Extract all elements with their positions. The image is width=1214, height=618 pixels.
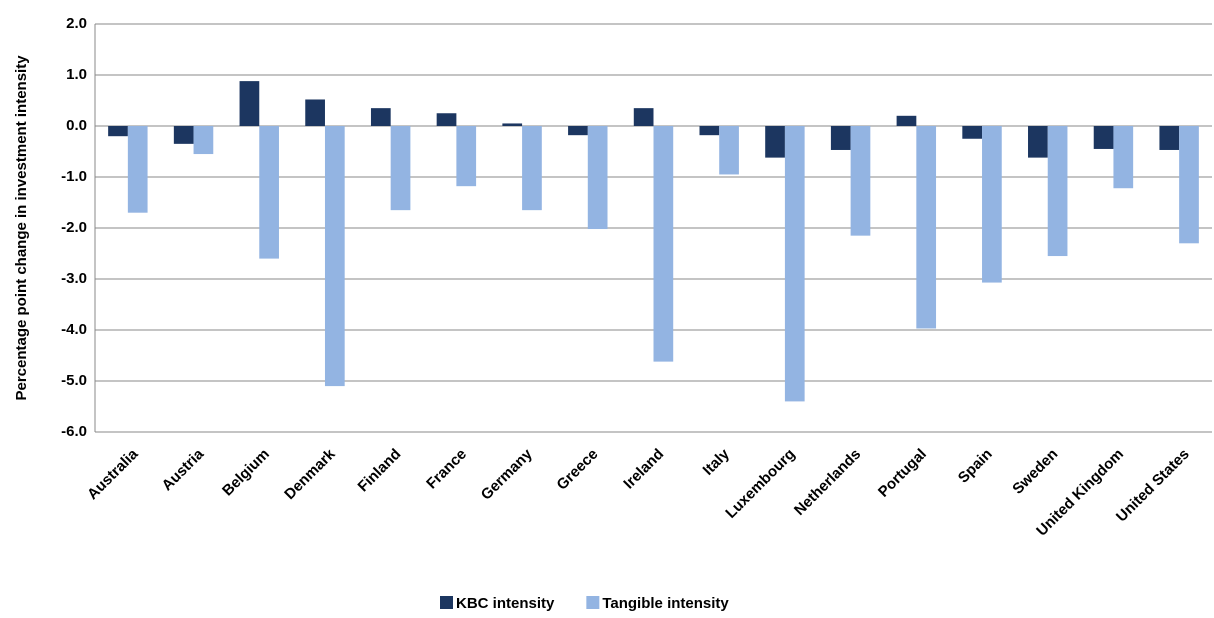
bar — [108, 126, 128, 137]
x-tick-label: France — [423, 446, 470, 493]
bar — [1159, 126, 1180, 150]
bar — [699, 126, 720, 136]
y-tick-label: -3.0 — [61, 270, 87, 287]
x-tick-label: Denmark — [281, 445, 339, 503]
x-tick-label: Sweden — [1009, 446, 1061, 498]
y-axis-title: Percentage point change in investment in… — [13, 55, 30, 401]
bar — [259, 126, 279, 259]
x-tick-label: Belgium — [219, 446, 273, 500]
y-tick-label: -5.0 — [61, 372, 87, 389]
bar — [239, 81, 260, 126]
legend-label: KBC intensity — [456, 595, 555, 612]
bar — [719, 126, 739, 175]
legend-label: Tangible intensity — [602, 595, 729, 612]
bar — [830, 126, 851, 150]
bar — [587, 126, 608, 230]
bar — [522, 126, 542, 211]
bar — [653, 126, 674, 362]
x-tick-label: Netherlands — [791, 446, 864, 519]
y-tick-label: -4.0 — [61, 321, 87, 338]
bar — [370, 108, 391, 126]
legend-swatch — [440, 596, 453, 609]
bar — [633, 108, 654, 126]
x-tick-label: Italy — [700, 445, 734, 479]
bar — [324, 126, 345, 387]
y-tick-label: 0.0 — [66, 117, 87, 134]
bar — [127, 126, 148, 213]
bar — [1179, 126, 1199, 244]
bar — [765, 126, 785, 158]
bar — [390, 126, 411, 211]
bar — [916, 126, 937, 329]
bar — [784, 126, 805, 402]
bar — [1047, 126, 1068, 257]
bar — [962, 126, 983, 139]
y-tick-label: -1.0 — [61, 168, 87, 185]
bar — [896, 115, 917, 126]
x-tick-label: Spain — [955, 446, 996, 487]
bar — [568, 126, 588, 136]
x-tick-label: Greece — [553, 446, 601, 494]
x-tick-label: Luxembourg — [722, 446, 798, 522]
bar — [193, 126, 214, 155]
y-tick-label: 1.0 — [66, 66, 87, 83]
bar — [456, 126, 477, 187]
bar — [173, 126, 194, 144]
x-tick-label: Australia — [84, 445, 142, 503]
bar — [1113, 126, 1134, 189]
bar — [436, 113, 457, 126]
y-tick-label: -6.0 — [61, 423, 87, 440]
bar — [850, 126, 871, 236]
legend-swatch — [586, 596, 600, 609]
x-tick-label: Germany — [478, 445, 536, 503]
x-tick-label: Finland — [355, 446, 405, 496]
y-tick-label: -2.0 — [61, 219, 87, 236]
bar — [982, 126, 1002, 283]
bar — [305, 99, 325, 126]
x-tick-label: Ireland — [620, 446, 667, 493]
x-tick-label: Austria — [159, 445, 208, 494]
y-tick-label: 2.0 — [66, 15, 87, 32]
x-tick-label: Portugal — [875, 446, 930, 501]
bar — [1093, 126, 1114, 149]
bar — [1028, 126, 1048, 158]
bar — [502, 123, 523, 126]
